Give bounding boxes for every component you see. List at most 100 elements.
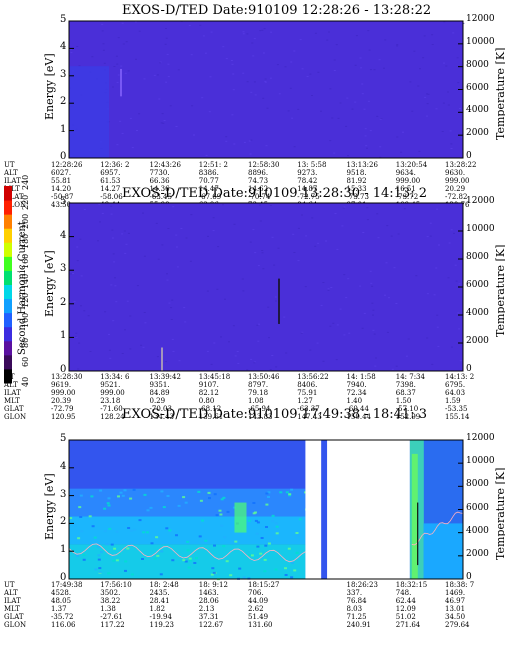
spectrogram-cell <box>327 289 330 291</box>
spectrogram-cell <box>228 341 230 343</box>
spectrogram-cell <box>429 222 432 224</box>
spectrogram-cell <box>150 542 154 545</box>
spectrogram-cell <box>456 57 459 59</box>
spectrogram-cell <box>301 68 304 70</box>
y-tick-label: 3 <box>60 263 67 275</box>
spectrogram-cell <box>143 312 146 313</box>
spectrogram-cell <box>457 312 460 314</box>
orbit-value: 134.43 <box>149 413 175 421</box>
orbit-value: 12:43:26 <box>149 161 181 169</box>
spectrogram-cell <box>291 117 294 119</box>
y-tick-label: 4 <box>60 229 67 241</box>
spectrogram-cell <box>184 321 187 323</box>
spectrogram-cell <box>186 549 190 552</box>
spectrogram-cell <box>254 361 257 363</box>
colorbar-label: Second Harmonic Current <box>17 221 28 355</box>
spectrogram-cell <box>131 147 134 149</box>
spectrogram-cell <box>225 58 228 60</box>
spectrogram-cell <box>175 534 178 537</box>
spectrogram-cell <box>184 501 188 504</box>
orbit-row-label: UT <box>4 581 15 589</box>
spectrogram-cell <box>265 526 268 528</box>
orbit-value: 15.33 <box>346 185 367 193</box>
y2-axis-label: Temperature [K] <box>494 244 505 337</box>
spectrogram-cell <box>208 111 211 113</box>
spectrogram-cell <box>136 285 139 287</box>
spectrogram-cell <box>300 332 303 334</box>
spectrogram-cell <box>459 111 462 113</box>
spectrogram-cell <box>454 264 457 266</box>
spectrogram-cell <box>122 43 125 45</box>
spectrogram-cell <box>165 81 168 83</box>
orbit-value: 999.00 <box>445 177 470 185</box>
spectrogram-cell <box>341 225 344 227</box>
orbit-row-label: ALT <box>4 381 18 389</box>
spectrogram-cell <box>339 308 342 310</box>
spectrogram-cell <box>252 502 256 504</box>
spectrogram-cell <box>140 344 143 346</box>
orbit-value: 16.51 <box>395 185 416 193</box>
spectrogram-cell <box>343 274 346 276</box>
spectrogram-cell <box>450 229 453 231</box>
spectrogram-cell <box>168 302 171 304</box>
spectrogram-cell <box>346 97 349 99</box>
spectrogram-cell <box>142 531 146 534</box>
spectrogram-cell <box>167 63 170 65</box>
spectrogram-cell <box>372 329 375 331</box>
spectrogram-cell <box>143 493 147 496</box>
spectrogram-cell <box>77 537 81 540</box>
spectrogram-cell <box>451 346 453 348</box>
spectrogram-cell <box>253 38 256 40</box>
spectrogram-cell <box>287 110 290 112</box>
spectrogram-cell <box>125 41 128 43</box>
orbit-value: -53.35 <box>445 405 468 413</box>
colorbar-tick-label: 220 <box>21 194 30 210</box>
data-gap <box>305 440 322 579</box>
spectrogram-cell <box>226 510 230 513</box>
spectrogram-cell <box>250 91 253 93</box>
orbit-row-label: ILAT <box>4 597 21 605</box>
spectrogram-cell <box>370 282 373 284</box>
spectrogram-cell <box>69 273 72 275</box>
spectrogram-cell <box>248 140 251 142</box>
spectrogram-cell <box>197 490 201 493</box>
orbit-value: 116.06 <box>51 621 76 629</box>
orbit-row-label: ILAT <box>4 389 21 397</box>
orbit-value: 13:28:22 <box>445 161 477 169</box>
spectrogram-cell <box>376 115 379 117</box>
spectrogram-cell <box>216 288 219 290</box>
spectrogram-cell <box>220 524 224 527</box>
spectrogram-cell <box>120 65 123 67</box>
y2-tick-label: 8000 <box>466 59 489 70</box>
spectrogram-cell <box>212 230 215 232</box>
y-tick-label: 4 <box>60 460 67 472</box>
spectrogram-cell <box>361 83 364 85</box>
spectrogram-cell <box>457 82 460 84</box>
spectrogram-cell <box>458 328 461 330</box>
orbit-value: 131.60 <box>248 621 273 629</box>
spectrogram-cell <box>100 551 103 554</box>
spectrogram-cell <box>243 141 246 143</box>
y-tick-label: 2 <box>60 296 67 308</box>
orbit-row-label: GLON <box>4 201 27 209</box>
spectrogram-cell <box>259 204 261 206</box>
spectrogram-cell <box>289 87 292 89</box>
spectrogram-cell <box>132 488 136 491</box>
orbit-value: 28.41 <box>149 597 170 605</box>
spectrogram-cell <box>75 336 78 338</box>
spectrogram-cell <box>124 252 127 254</box>
spectrogram-cell <box>442 102 445 104</box>
spectrogram-cell <box>190 214 193 216</box>
orbit-value: 6795. <box>445 381 466 389</box>
spectrogram-cell <box>366 147 368 149</box>
spectrogram-cell <box>267 306 270 308</box>
spectrogram-cell <box>369 69 372 71</box>
orbit-value: 9351. <box>149 381 170 389</box>
spectrogram-cell <box>190 54 193 56</box>
spectrogram-cell <box>459 108 461 109</box>
orbit-value: 12:36: 2 <box>100 161 130 169</box>
orbit-value: 20.29 <box>445 185 466 193</box>
spectrogram-cell <box>138 519 142 522</box>
orbit-value: 999.00 <box>51 389 76 397</box>
y2-tick-label: 2000 <box>466 548 489 559</box>
